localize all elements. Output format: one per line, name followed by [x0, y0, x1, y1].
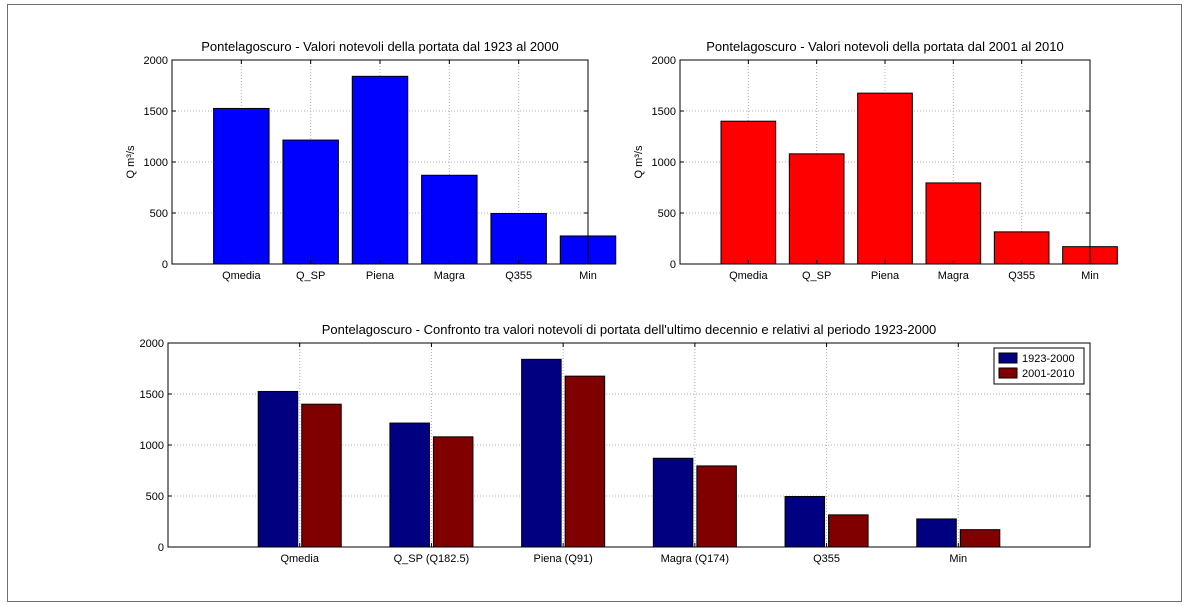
- x-tick-label: Q355: [1008, 270, 1035, 282]
- bar-q-sp: [282, 139, 339, 265]
- x-tick-label: Min: [1081, 270, 1099, 282]
- bars: [257, 358, 1001, 548]
- bar-magra: [925, 182, 982, 265]
- bar-q-sp: [788, 153, 845, 265]
- y-axis: 0 500 1000 1500 2000: [652, 55, 1090, 271]
- y-axis: 0 500 1000 1500 2000: [140, 338, 1090, 554]
- bar-qmedia: [213, 107, 270, 265]
- x-tick-label: Piena: [871, 270, 900, 282]
- bar-2001-2010-3: [696, 465, 737, 548]
- y-tick-label: 1500: [144, 106, 168, 118]
- x-tick-label: Piena: [366, 270, 395, 282]
- bar-1923-2000-3: [652, 457, 694, 548]
- chart-1: 0 500 1000 1500 2000 Qmedia Q_SP Piena Magra Q355…: [125, 39, 617, 282]
- y-tick-label: 1500: [652, 106, 676, 118]
- chart-title: Pontelagoscuro - Valori notevoli della p…: [201, 39, 559, 54]
- x-tick-label: Magra: [434, 270, 466, 282]
- y-tick-label: 0: [670, 259, 676, 271]
- bar-2001-2010-1: [432, 436, 474, 548]
- bar-2001-2010-0: [301, 403, 342, 548]
- x-tick-label: Qmedia: [222, 270, 261, 282]
- x-tick-label: Min: [949, 553, 967, 565]
- y-tick-label: 500: [150, 208, 168, 220]
- bar-qmedia: [720, 120, 777, 265]
- chart-3: 0 500 1000 1500 2000 Qmedia Q_SP (Q182.5) Piena…: [140, 322, 1091, 565]
- figure-border: [7, 4, 1182, 602]
- x-tick-label: Q355: [505, 270, 532, 282]
- x-tick-label: Q_SP: [802, 270, 831, 282]
- bar-2001-2010-4: [828, 514, 869, 548]
- bars: [720, 92, 1118, 265]
- y-tick-label: 1000: [652, 157, 676, 169]
- bars: [213, 75, 617, 265]
- x-axis: Qmedia Q_SP Piena Magra Q355 Min: [222, 60, 597, 282]
- y-tick-label: 500: [146, 491, 164, 503]
- x-tick-label: Q_SP (Q182.5): [394, 553, 470, 565]
- x-tick-label: Q_SP: [296, 270, 325, 282]
- bar-2001-2010-2: [564, 375, 606, 548]
- y-tick-label: 1500: [140, 389, 164, 401]
- bar-1923-2000-2: [521, 358, 562, 548]
- x-axis: Qmedia Q_SP Piena Magra Q355 Min: [729, 60, 1099, 282]
- chart-title: Pontelagoscuro - Confronto tra valori no…: [322, 322, 937, 337]
- bar-2001-2010-5: [959, 529, 1001, 548]
- chart-title: Pontelagoscuro - Valori notevoli della p…: [706, 39, 1064, 54]
- legend-label: 1923-2000: [1022, 353, 1075, 365]
- y-tick-label: 0: [162, 259, 168, 271]
- y-axis-label: Q m³/s: [633, 145, 645, 178]
- y-axis: 0 500 1000 1500 2000: [144, 55, 588, 271]
- legend-label: 2001-2010: [1022, 368, 1075, 380]
- y-axis-label: Q m³/s: [125, 145, 137, 178]
- bar-piena: [857, 92, 913, 265]
- x-tick-label: Q355: [813, 553, 840, 565]
- y-tick-label: 1000: [144, 157, 168, 169]
- bar-1923-2000-1: [389, 422, 430, 548]
- y-tick-label: 1000: [140, 440, 164, 452]
- x-tick-label: Magra (Q174): [661, 553, 729, 565]
- x-tick-label: Magra: [938, 270, 970, 282]
- x-axis: Qmedia Q_SP (Q182.5) Piena (Q91) Magra (Q17…: [280, 343, 967, 565]
- y-tick-label: 2000: [144, 55, 168, 67]
- bar-q355: [993, 231, 1050, 265]
- chart-2: 0 500 1000 1500 2000 Qmedia Q_SP Piena Magra Q355…: [633, 39, 1118, 282]
- x-tick-label: Piena (Q91): [533, 553, 592, 565]
- x-tick-label: Min: [579, 270, 597, 282]
- bar-q355: [490, 213, 547, 265]
- bar-piena: [351, 75, 409, 265]
- bar-1923-2000-4: [784, 496, 826, 548]
- y-tick-label: 500: [658, 208, 676, 220]
- y-tick-label: 2000: [652, 55, 676, 67]
- y-tick-label: 2000: [140, 338, 164, 350]
- legend-swatch-1923-2000: [998, 352, 1018, 364]
- bar-1923-2000-5: [916, 518, 957, 548]
- x-tick-label: Qmedia: [280, 553, 319, 565]
- y-tick-label: 0: [158, 542, 164, 554]
- legend: 1923-2000 2001-2010: [993, 347, 1085, 385]
- bar-magra: [421, 174, 478, 265]
- x-tick-label: Qmedia: [729, 270, 768, 282]
- legend-swatch-2001-2010: [998, 367, 1018, 379]
- bar-1923-2000-0: [257, 390, 299, 548]
